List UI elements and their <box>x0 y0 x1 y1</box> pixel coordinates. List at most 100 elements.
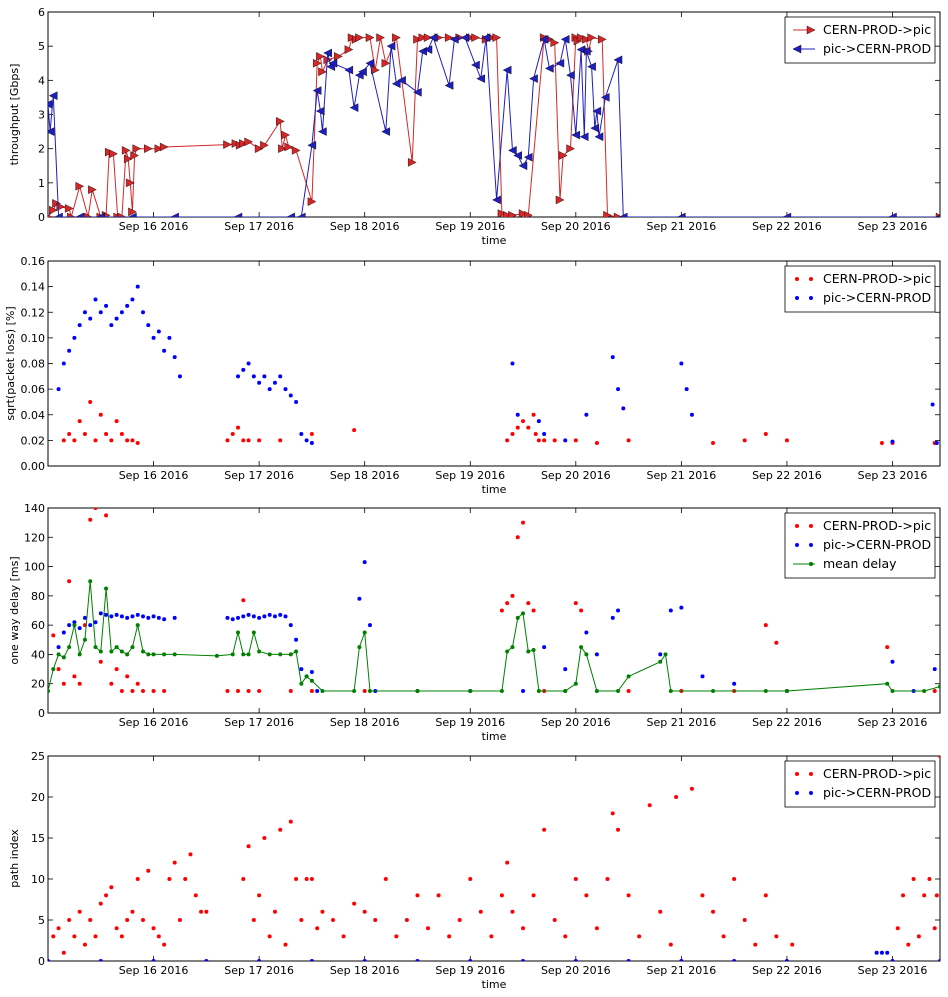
data-point <box>231 139 241 148</box>
data-point <box>489 934 494 939</box>
data-point <box>563 934 568 939</box>
data-point <box>109 323 114 328</box>
data-point <box>555 58 565 68</box>
data-point <box>104 431 109 436</box>
data-point <box>144 144 153 153</box>
series-cern-prod-pic <box>48 33 940 217</box>
data-point <box>82 942 87 947</box>
data-point <box>299 667 304 672</box>
data-point <box>732 959 737 961</box>
data-point <box>72 335 77 340</box>
data-point <box>72 438 77 443</box>
data-point <box>423 45 433 54</box>
x-tick-label: Sep 23 2016 <box>858 964 928 977</box>
data-point <box>331 918 336 922</box>
legend-marker <box>795 543 799 547</box>
x-tick-label: Sep 22 2016 <box>752 220 822 233</box>
legend-box <box>784 265 936 313</box>
x-tick-label: Sep 23 2016 <box>858 716 928 729</box>
data-point <box>72 620 77 625</box>
data-point <box>478 909 483 914</box>
data-point <box>281 130 290 140</box>
data-point <box>505 438 510 443</box>
data-point <box>415 893 420 898</box>
data-point <box>72 674 77 679</box>
data-point <box>167 335 172 340</box>
data-point <box>573 959 578 961</box>
x-axis-label: time <box>482 234 507 247</box>
data-point <box>563 667 568 672</box>
data-point <box>934 440 939 445</box>
x-tick-label: Sep 20 2016 <box>541 220 611 233</box>
y-tick-label: 0.10 <box>21 332 46 345</box>
data-point <box>93 508 98 510</box>
y-tick-label: 0.00 <box>21 460 46 473</box>
plot-area <box>56 284 939 445</box>
data-point <box>307 140 317 150</box>
data-point <box>468 877 473 881</box>
series-cern-prod-pic <box>51 756 940 955</box>
data-point <box>352 689 357 694</box>
y-tick-label: 0.14 <box>21 281 46 294</box>
data-point <box>362 909 367 914</box>
data-point <box>278 144 287 153</box>
data-point <box>415 959 420 961</box>
data-point <box>526 425 531 430</box>
data-point <box>521 959 526 961</box>
data-point <box>616 689 621 694</box>
data-point <box>257 689 262 694</box>
data-point <box>56 387 61 392</box>
data-point <box>309 440 314 445</box>
data-point <box>594 132 604 142</box>
data-point <box>521 520 526 525</box>
data-point <box>885 950 890 955</box>
data-point <box>135 681 140 686</box>
data-point <box>48 214 53 217</box>
data-point <box>299 918 304 922</box>
data-point <box>689 786 694 791</box>
series-pic-cern-prod <box>56 284 939 445</box>
data-point <box>204 909 209 914</box>
data-point <box>674 795 679 799</box>
data-point <box>328 58 338 68</box>
data-point <box>246 844 251 849</box>
data-point <box>75 212 84 217</box>
data-point <box>146 323 151 328</box>
data-point <box>505 649 510 654</box>
data-point <box>573 438 578 443</box>
x-tick-label: Sep 18 2016 <box>330 469 400 482</box>
y-tick-label: 80 <box>31 590 45 603</box>
y-tick-label: 0.08 <box>21 358 46 371</box>
data-point <box>61 655 66 660</box>
data-point <box>579 608 584 613</box>
data-point <box>309 678 314 683</box>
y-tick-label: 2 <box>38 143 45 156</box>
data-point <box>316 52 325 61</box>
data-point <box>347 33 357 42</box>
data-point <box>890 959 895 961</box>
legend-marker <box>809 562 813 566</box>
data-point <box>521 689 526 694</box>
data-point <box>610 811 615 816</box>
data-point <box>77 626 82 631</box>
data-point <box>626 689 631 694</box>
data-point <box>88 579 93 584</box>
data-point <box>790 942 795 947</box>
data-point <box>423 33 433 42</box>
y-tick-label: 6 <box>38 6 45 19</box>
legend-marker <box>809 791 813 795</box>
x-tick-label: Sep 17 2016 <box>224 469 294 482</box>
x-tick-label: Sep 17 2016 <box>224 716 294 729</box>
data-point <box>93 934 98 939</box>
data-point <box>52 199 61 208</box>
data-point <box>93 297 98 302</box>
data-point <box>135 623 140 628</box>
data-point <box>67 645 72 650</box>
data-point <box>579 645 584 650</box>
data-point <box>77 652 82 657</box>
data-point <box>598 35 607 44</box>
data-point <box>383 877 388 881</box>
y-tick-label: 0.16 <box>21 255 46 268</box>
data-point <box>542 645 547 650</box>
data-point <box>592 106 602 116</box>
